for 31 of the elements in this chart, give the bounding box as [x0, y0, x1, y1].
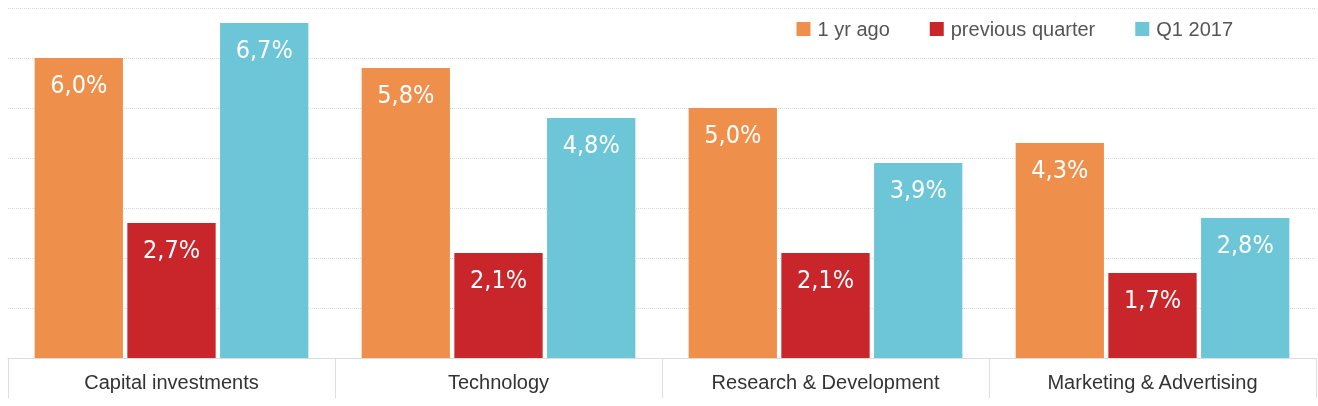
bar	[454, 253, 543, 358]
bar	[361, 68, 450, 358]
data-label: 3,9%	[889, 175, 947, 204]
legend-label: Q1 2017	[1156, 18, 1234, 40]
bar	[1201, 218, 1290, 358]
bar	[688, 108, 777, 358]
bar	[1015, 143, 1104, 358]
data-label: 6,7%	[235, 35, 293, 64]
bar	[34, 58, 123, 358]
data-label: 2,1%	[796, 265, 855, 294]
x-tick-label: Marketing & Advertising	[1047, 371, 1258, 393]
data-label: 4,8%	[562, 130, 620, 159]
bar	[220, 23, 309, 358]
x-tick-label: Technology	[447, 371, 550, 393]
data-label: 2,7%	[142, 235, 201, 264]
legend-label: 1 yr ago	[817, 18, 890, 40]
data-label: 1,7%	[1123, 285, 1182, 314]
bar	[781, 253, 870, 358]
data-label: 6,0%	[50, 70, 108, 99]
legend-label: previous quarter	[950, 18, 1096, 40]
bar	[127, 223, 216, 358]
data-label: 4,3%	[1031, 155, 1089, 184]
x-tick-label: Research & Development	[711, 371, 940, 393]
data-label: 2,8%	[1216, 230, 1274, 259]
data-label: 5,8%	[377, 80, 435, 109]
data-label: 2,1%	[469, 265, 528, 294]
x-tick-label: Capital investments	[84, 371, 259, 393]
bar	[1108, 273, 1197, 358]
bar	[874, 163, 963, 358]
bar	[547, 118, 636, 358]
data-label: 5,0%	[704, 120, 762, 149]
